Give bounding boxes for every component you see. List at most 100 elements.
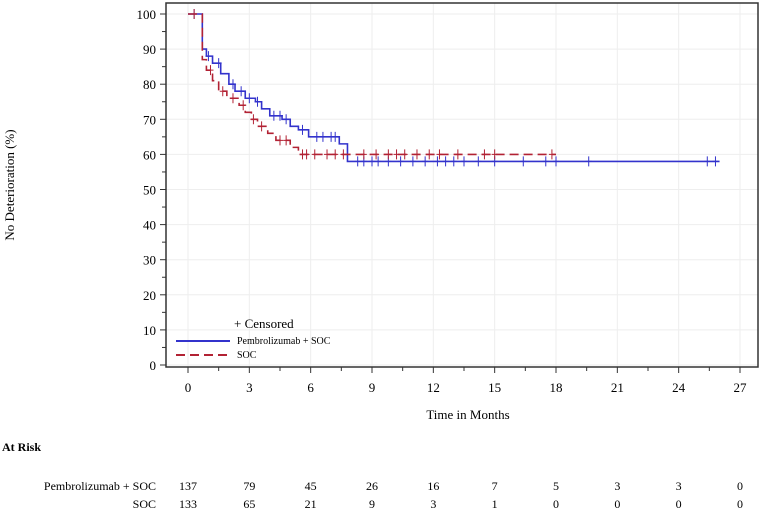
x-axis: 0 3 6 9 12 15 18 21 24 27 [185, 367, 747, 395]
x-tick-label: 27 [734, 380, 748, 395]
censor-mark-pembrolizumab [215, 58, 222, 69]
censor-mark-pembrolizumab [313, 131, 320, 142]
legend: + Censored Pembrolizumab + SOC SOC [176, 316, 331, 361]
censor-mark-pembrolizumab [461, 156, 467, 167]
x-tick-label: 24 [672, 380, 686, 395]
x-tick-label: 15 [488, 380, 501, 395]
censor-mark-pembrolizumab [354, 156, 361, 167]
censor-mark-pembrolizumab [229, 79, 236, 90]
censor-mark-soc [340, 149, 347, 160]
censor-mark-soc [413, 149, 420, 160]
at-risk-value: 45 [305, 479, 317, 493]
censor-mark-soc [360, 149, 367, 160]
x-tick-label: 9 [369, 380, 376, 395]
y-axis-label: No Deterioration (%) [2, 129, 17, 240]
censor-mark-soc [426, 149, 433, 160]
censor-mark-soc [436, 149, 443, 160]
grid [166, 3, 758, 367]
km-curve-pembrolizumab [188, 13, 720, 163]
censor-mark-pembrolizumab [397, 156, 404, 167]
at-risk-value: 133 [179, 497, 197, 511]
x-tick-label: 18 [550, 380, 563, 395]
censor-mark-pembrolizumab [520, 156, 527, 167]
legend-censored: + Censored [234, 316, 294, 331]
censor-mark-pembrolizumab [409, 156, 416, 167]
at-risk-value: 16 [427, 479, 439, 493]
legend-label-pembrolizumab: Pembrolizumab + SOC [237, 336, 331, 347]
y-tick-label: 60 [143, 147, 156, 162]
censor-mark-pembrolizumab [442, 156, 449, 167]
censor-mark-pembrolizumab [712, 156, 719, 167]
censor-mark-pembrolizumab [332, 131, 339, 142]
censor-mark-soc [332, 149, 339, 160]
y-tick-label: 70 [143, 112, 156, 127]
censor-mark-soc [250, 114, 257, 125]
censor-mark-pembrolizumab [585, 156, 592, 167]
at-risk-value: 7 [492, 479, 498, 493]
censor-mark-soc [548, 149, 555, 160]
x-tick-label: 21 [611, 380, 624, 395]
censor-mark-soc [373, 149, 380, 160]
legend-label-soc: SOC [237, 350, 257, 361]
x-tick-label: 0 [185, 380, 192, 395]
y-axis: 0 10 20 30 40 50 60 70 80 90 100 [137, 7, 166, 373]
censor-mark-pembrolizumab [254, 96, 261, 107]
censor-mark-pembrolizumab [277, 110, 283, 121]
at-risk-value: 65 [243, 497, 255, 511]
at-risk-value: 0 [553, 497, 559, 511]
at-risk-value: 0 [614, 497, 620, 511]
plot-frame [165, 2, 759, 368]
at-risk-value: 3 [676, 479, 682, 493]
censor-mark-pembrolizumab [422, 156, 429, 167]
censor-mark-soc [229, 93, 236, 104]
censor-mark-soc [454, 149, 461, 160]
y-tick-label: 80 [143, 77, 156, 92]
x-tick-label: 3 [246, 380, 253, 395]
censor-mark-soc [481, 149, 488, 160]
at-risk-value: 26 [366, 479, 378, 493]
censor-mark-soc [401, 149, 408, 160]
censor-mark-soc [219, 86, 226, 97]
censor-mark-pembrolizumab [270, 110, 277, 121]
x-tick-label: 12 [427, 380, 440, 395]
at-risk-value: 0 [676, 497, 682, 511]
censor-mark-pembrolizumab [704, 156, 711, 167]
x-axis-label: Time in Months [426, 407, 509, 422]
censor-mark-soc [191, 9, 198, 19]
censor-mark-pembrolizumab [375, 156, 382, 167]
at-risk-row-label-soc: SOC [133, 497, 156, 511]
y-tick-label: 100 [137, 7, 157, 22]
censor-mark-pembrolizumab [434, 156, 441, 167]
y-tick-label: 30 [143, 253, 156, 268]
series-group [188, 9, 720, 167]
at-risk-value: 3 [614, 479, 620, 493]
y-tick-label: 0 [150, 358, 157, 373]
censor-mark-soc [393, 149, 400, 160]
at-risk-value: 21 [305, 497, 317, 511]
censor-mark-pembrolizumab [319, 131, 326, 142]
at-risk-value: 0 [737, 497, 743, 511]
at-risk-value: 3 [430, 497, 436, 511]
censor-mark-pembrolizumab [369, 156, 375, 167]
censor-mark-pembrolizumab [450, 156, 457, 167]
at-risk-value: 0 [737, 479, 743, 493]
at-risk-value: 1 [492, 497, 498, 511]
y-tick-label: 40 [143, 218, 156, 233]
censor-mark-soc [385, 149, 392, 160]
censor-mark-soc [303, 149, 310, 160]
at-risk-title: At Risk [2, 440, 41, 454]
censor-mark-soc [240, 100, 247, 111]
censor-mark-pembrolizumab [246, 93, 253, 104]
censor-mark-soc [207, 65, 214, 76]
censor-mark-pembrolizumab [553, 156, 559, 167]
censor-mark-soc [324, 149, 331, 160]
at-risk-value: 137 [179, 479, 197, 493]
censor-mark-soc [277, 135, 283, 146]
at-risk-value: 9 [369, 497, 375, 511]
censor-mark-soc [311, 149, 318, 160]
censor-mark-pembrolizumab [283, 114, 290, 125]
censor-mark-soc [258, 121, 265, 132]
censor-mark-pembrolizumab [475, 156, 482, 167]
at-risk-value: 79 [243, 479, 255, 493]
